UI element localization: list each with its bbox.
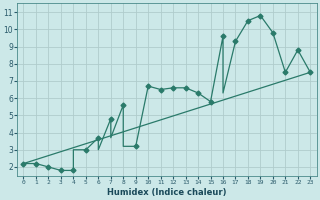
X-axis label: Humidex (Indice chaleur): Humidex (Indice chaleur) <box>107 188 227 197</box>
